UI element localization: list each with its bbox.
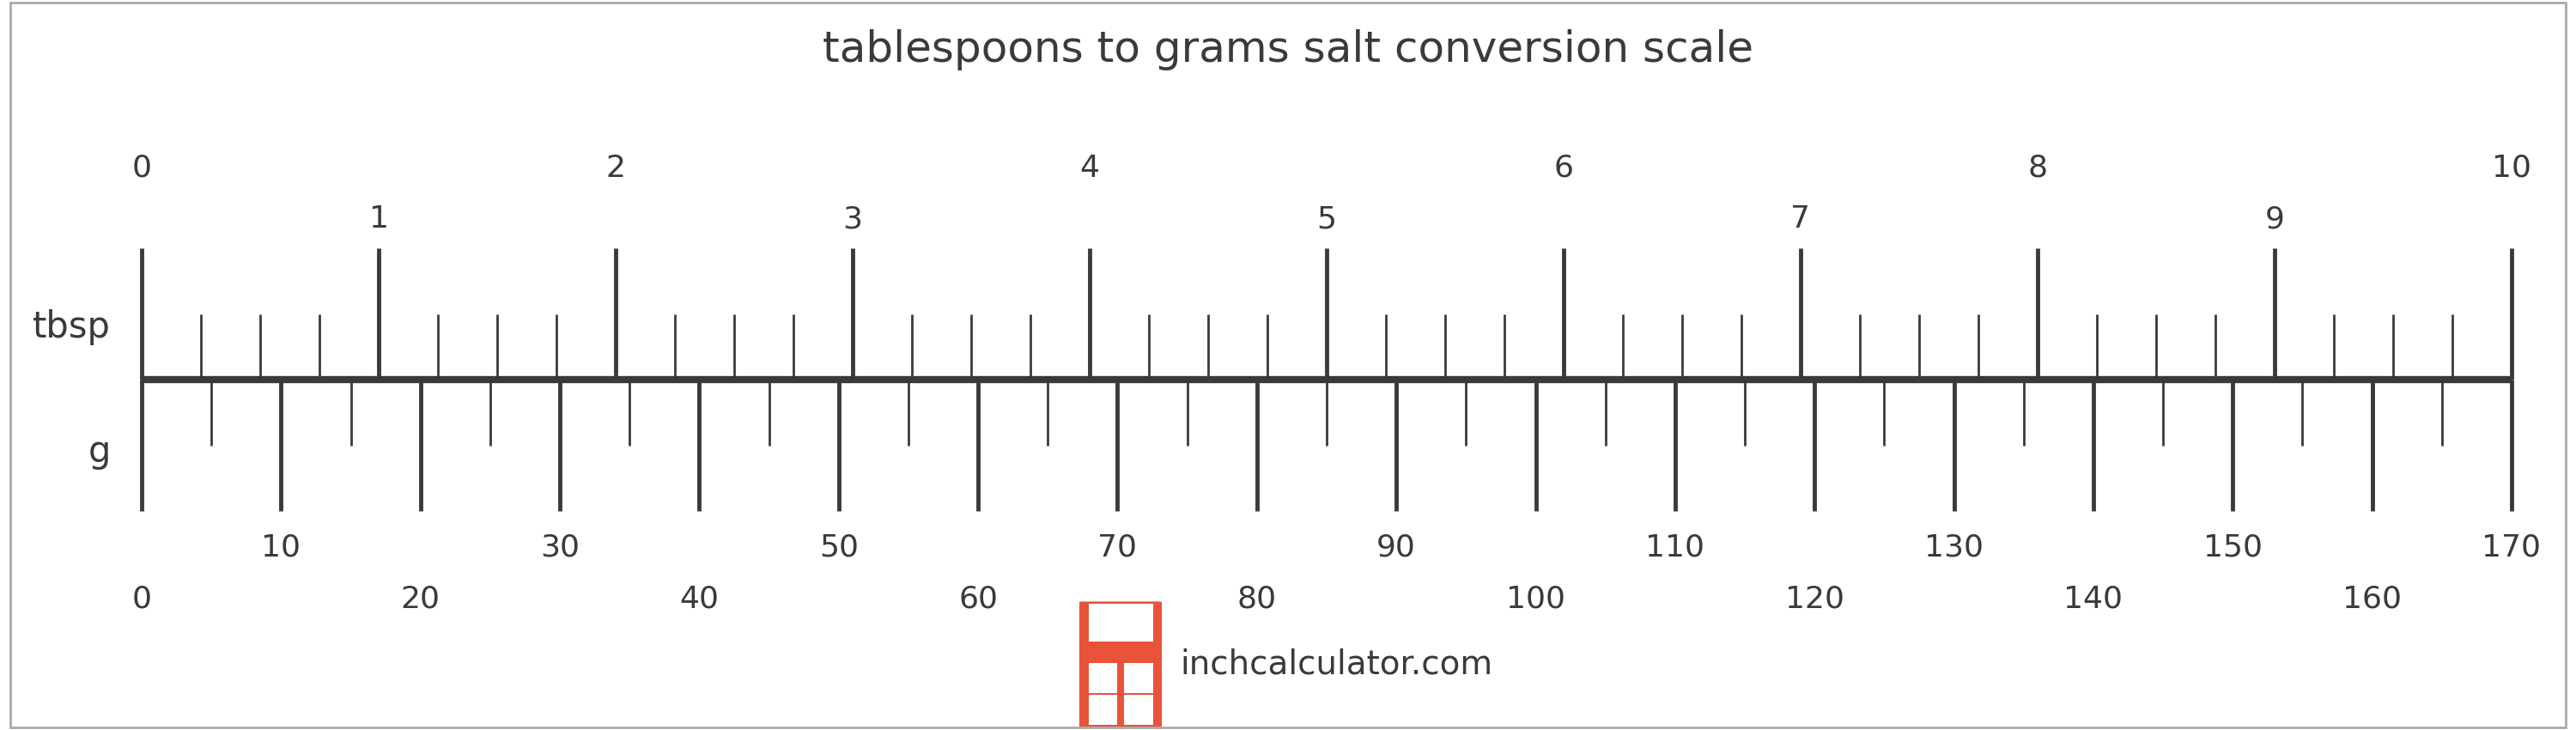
- Bar: [1087, 695, 1118, 724]
- Text: 4: 4: [1079, 153, 1100, 182]
- Text: 8: 8: [2027, 153, 2048, 182]
- Text: 0: 0: [131, 153, 152, 182]
- Text: 50: 50: [819, 533, 858, 562]
- Text: 90: 90: [1376, 533, 1417, 562]
- Text: 10: 10: [260, 533, 301, 562]
- FancyBboxPatch shape: [1079, 602, 1162, 727]
- Text: tablespoons to grams salt conversion scale: tablespoons to grams salt conversion sca…: [822, 29, 1754, 70]
- Text: 6: 6: [1553, 153, 1574, 182]
- Bar: [1087, 604, 1154, 642]
- Bar: [1087, 663, 1118, 693]
- Text: 7: 7: [1790, 204, 1811, 234]
- Text: 150: 150: [2202, 533, 2262, 562]
- Bar: [1123, 663, 1154, 693]
- Text: 120: 120: [1785, 584, 1844, 613]
- Text: 100: 100: [1507, 584, 1566, 613]
- Text: 60: 60: [958, 584, 997, 613]
- Text: 70: 70: [1097, 533, 1136, 562]
- Text: 170: 170: [2483, 533, 2540, 562]
- Text: 2: 2: [605, 153, 626, 182]
- Text: tbsp: tbsp: [33, 309, 111, 345]
- Bar: [1123, 695, 1154, 724]
- Text: 130: 130: [1924, 533, 1984, 562]
- Text: 30: 30: [541, 533, 580, 562]
- Text: 140: 140: [2063, 584, 2123, 613]
- Text: 5: 5: [1316, 204, 1337, 234]
- Text: g: g: [88, 434, 111, 470]
- Text: 3: 3: [842, 204, 863, 234]
- Text: 160: 160: [2342, 584, 2401, 613]
- Text: 40: 40: [680, 584, 719, 613]
- Text: 9: 9: [2264, 204, 2285, 234]
- Text: 0: 0: [131, 584, 152, 613]
- Text: inchcalculator.com: inchcalculator.com: [1180, 648, 1492, 680]
- Text: 80: 80: [1236, 584, 1278, 613]
- Text: 10: 10: [2491, 153, 2532, 182]
- Text: 110: 110: [1646, 533, 1705, 562]
- Text: 1: 1: [368, 204, 389, 234]
- Text: 20: 20: [402, 584, 440, 613]
